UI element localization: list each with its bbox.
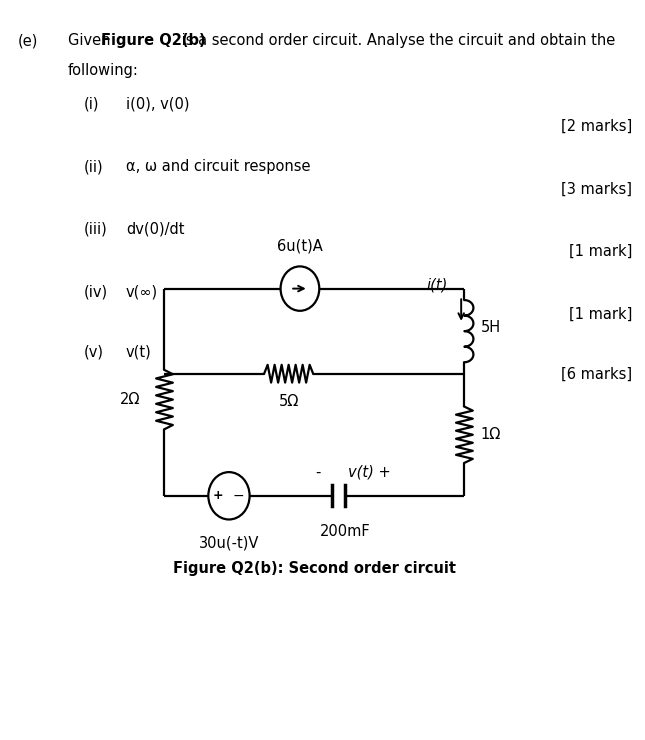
Text: v(t) +: v(t) + [348, 465, 391, 480]
Text: α, ω and circuit response: α, ω and circuit response [126, 159, 310, 174]
Text: 30u(-t)V: 30u(-t)V [199, 536, 259, 551]
Text: -: - [315, 465, 321, 480]
Text: 5Ω: 5Ω [279, 394, 299, 409]
Text: +: + [213, 489, 224, 502]
Text: is a second order circuit. Analyse the circuit and obtain the: is a second order circuit. Analyse the c… [177, 33, 615, 48]
Text: (iii): (iii) [84, 222, 108, 237]
Text: i(t): i(t) [427, 278, 448, 292]
Text: dv(0)/dt: dv(0)/dt [126, 222, 184, 237]
Text: 1Ω: 1Ω [481, 427, 501, 443]
Text: Figure Q2(b): Figure Q2(b) [101, 33, 206, 48]
Text: [2 marks]: [2 marks] [561, 118, 632, 133]
Text: [1 mark]: [1 mark] [569, 244, 632, 259]
Text: 2Ω: 2Ω [119, 392, 140, 407]
Text: following:: following: [68, 63, 139, 78]
Text: v(t): v(t) [126, 344, 152, 359]
Text: (iv): (iv) [84, 285, 108, 300]
Text: [1 mark]: [1 mark] [569, 307, 632, 322]
Text: (ii): (ii) [84, 159, 103, 174]
Text: 5H: 5H [481, 320, 501, 335]
Text: −: − [232, 489, 244, 502]
Text: v(∞): v(∞) [126, 285, 158, 300]
Text: [6 marks]: [6 marks] [561, 366, 632, 381]
Text: [3 marks]: [3 marks] [561, 181, 632, 196]
Text: Given: Given [68, 33, 115, 48]
Text: 200mF: 200mF [320, 524, 370, 539]
Text: i(0), v(0): i(0), v(0) [126, 96, 189, 111]
Text: (i): (i) [84, 96, 99, 111]
Text: Figure Q2(b): Second order circuit: Figure Q2(b): Second order circuit [173, 561, 456, 576]
Text: (v): (v) [84, 344, 104, 359]
Text: (e): (e) [18, 33, 39, 48]
Text: 6u(t)A: 6u(t)A [277, 238, 322, 253]
